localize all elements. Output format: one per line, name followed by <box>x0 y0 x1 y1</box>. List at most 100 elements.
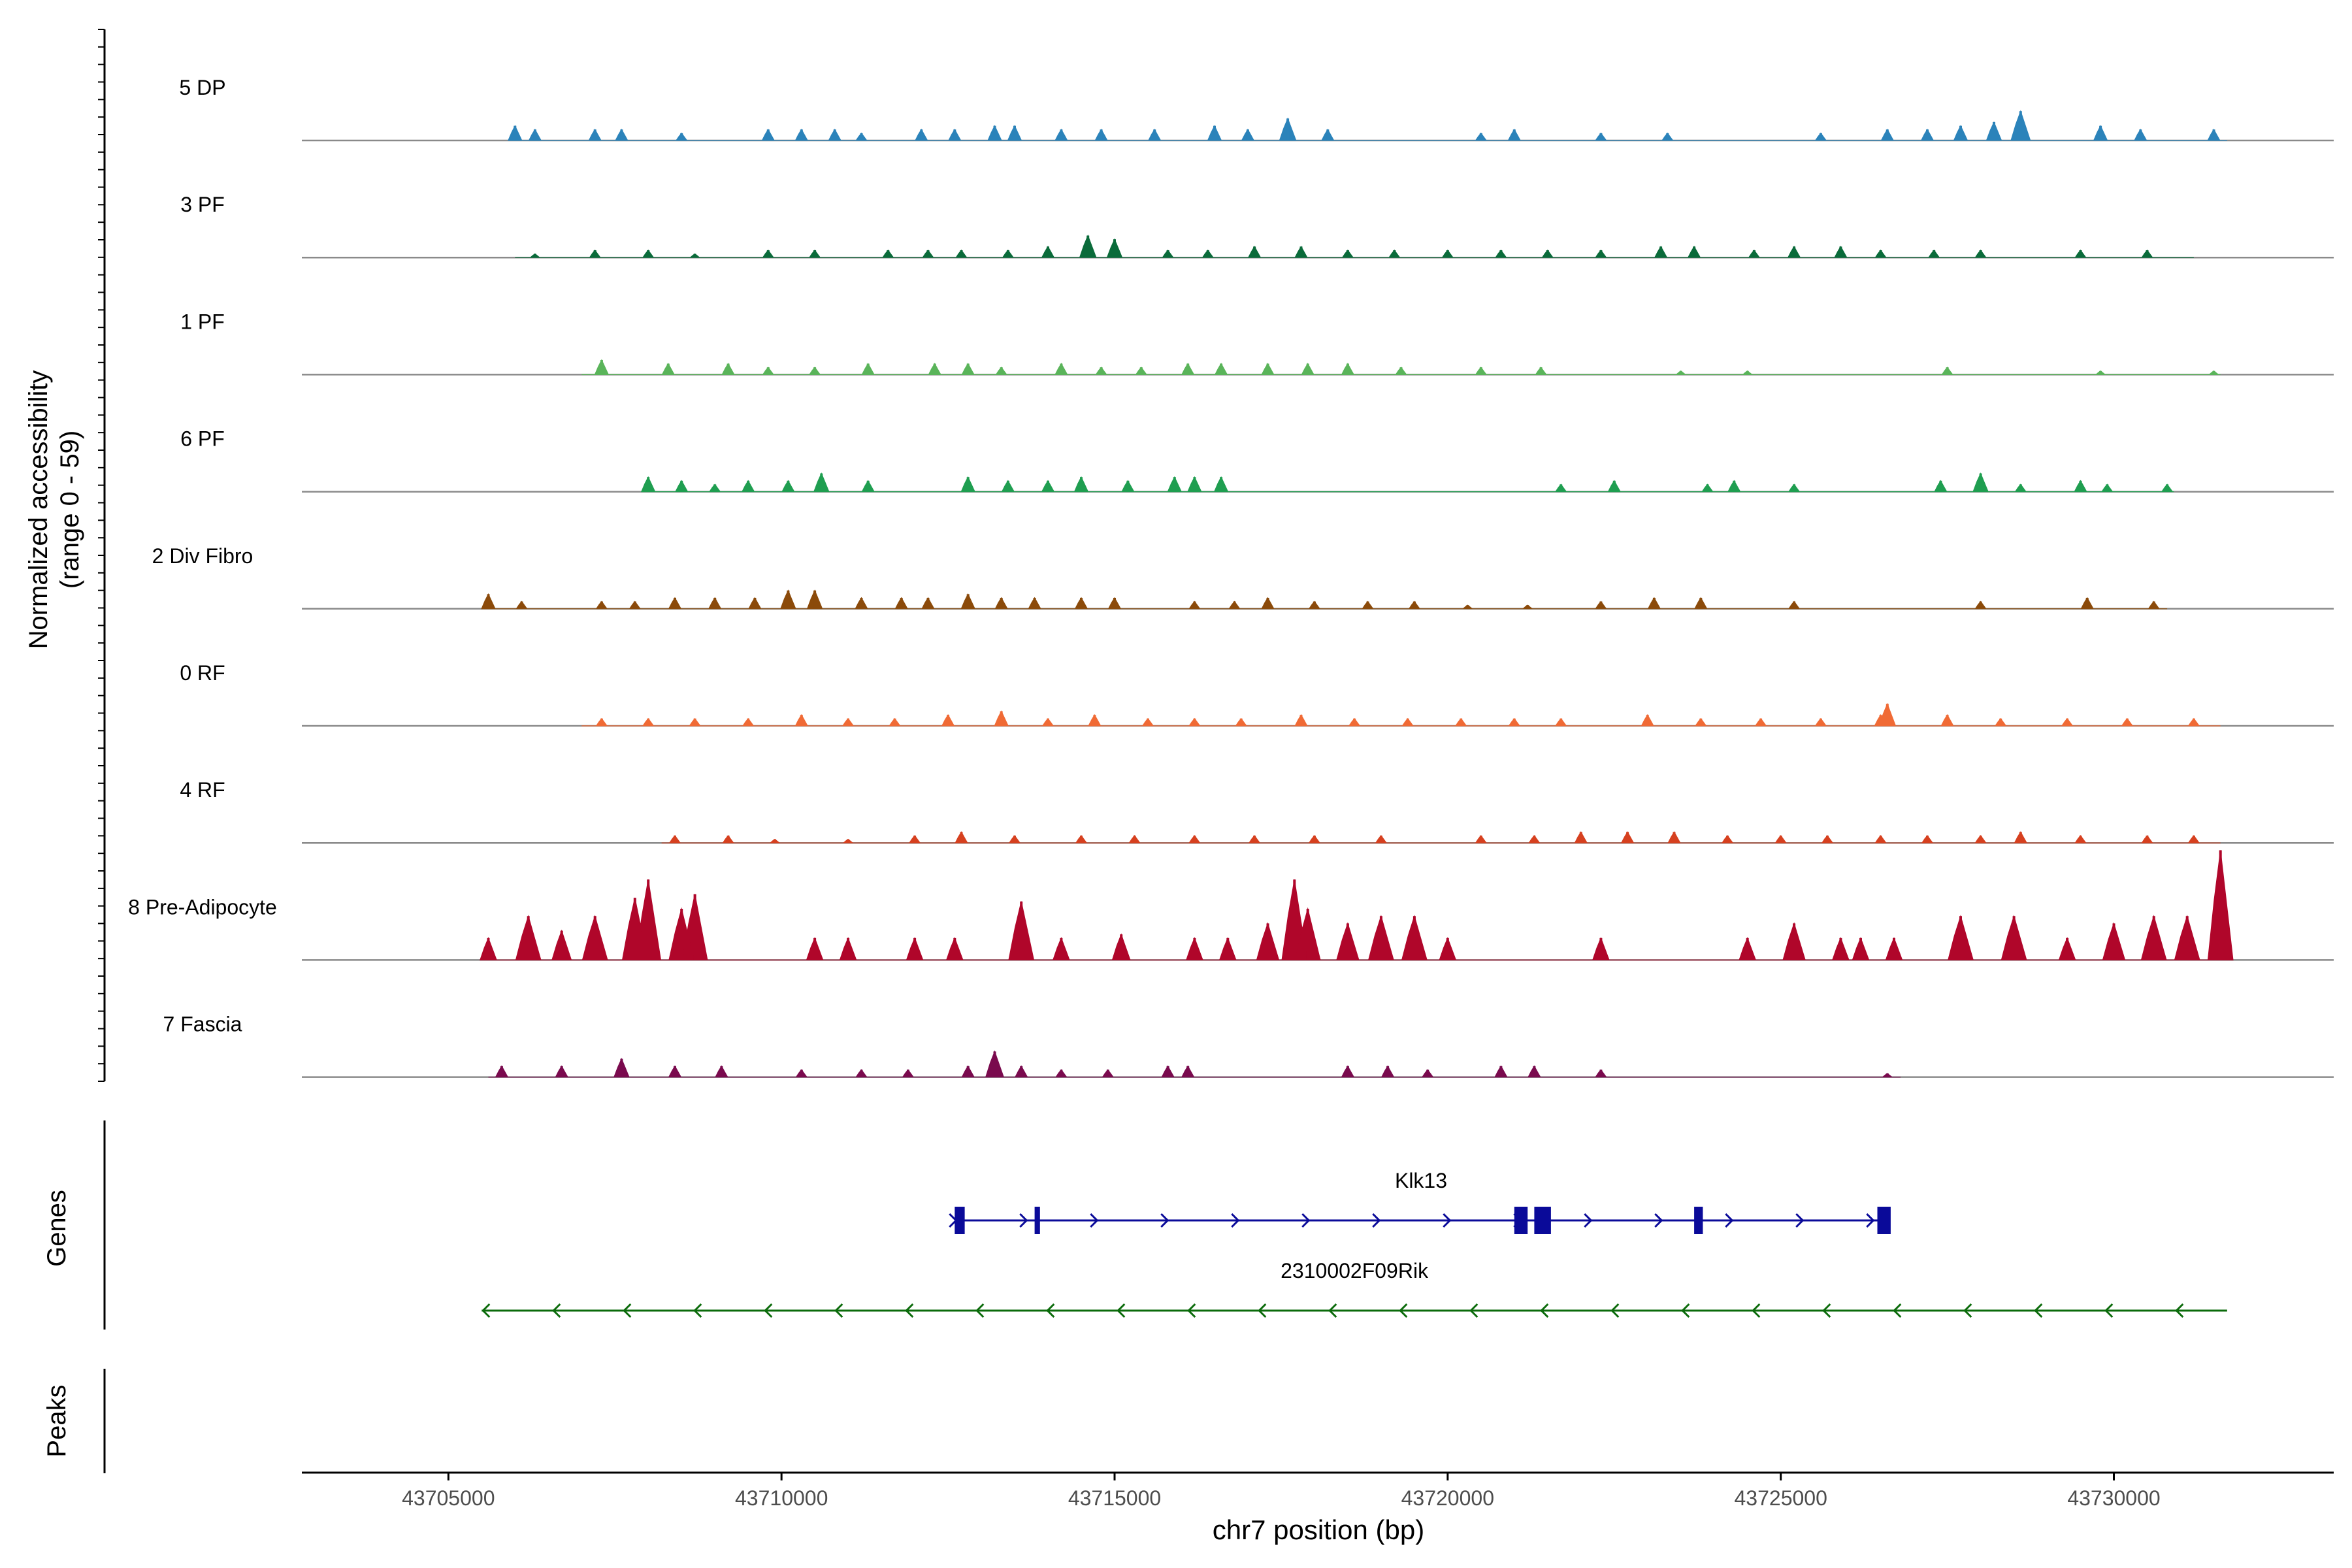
coverage-peak <box>1080 598 1083 609</box>
coverage-peak <box>620 1058 623 1077</box>
coverage-peak <box>520 601 523 609</box>
strand-arrow <box>482 1303 491 1318</box>
coverage-peak <box>2112 923 2115 960</box>
coverage-peak <box>674 836 676 843</box>
coverage-peak <box>1379 916 1382 960</box>
x-axis-tick-label: 43705000 <box>402 1486 495 1510</box>
coverage-peak <box>1147 718 1149 726</box>
strand-arrow <box>2104 1303 2114 1318</box>
coverage-peak <box>693 718 696 726</box>
coverage-peak <box>1779 836 1782 843</box>
coverage-peak <box>1533 836 1536 843</box>
coverage-peak <box>1353 718 1356 726</box>
coverage-peak <box>933 363 936 375</box>
coverage-peak <box>533 253 536 258</box>
x-axis-tick-label: 43710000 <box>735 1486 828 1510</box>
coverage-peak <box>926 250 930 258</box>
coverage-peak <box>1060 938 1063 960</box>
coverage-peak <box>500 1066 503 1077</box>
strand-arrow <box>2034 1303 2043 1318</box>
coverage-peak <box>1886 704 1889 726</box>
coverage-area <box>507 110 2227 141</box>
coverage-peak <box>1266 363 1269 375</box>
coverage-peak <box>1933 250 1936 258</box>
coverage-peak <box>1100 367 1103 375</box>
coverage-peak <box>2106 484 2109 492</box>
coverage-peak <box>2139 129 2142 140</box>
coverage-peak <box>1946 715 1949 726</box>
coverage-peak <box>1993 122 1995 140</box>
coverage-peak <box>2079 250 2082 258</box>
coverage-peak <box>1612 480 1616 492</box>
coverage-peak <box>533 129 536 140</box>
coverage-peak <box>1379 836 1382 843</box>
coverage-peak <box>633 601 636 609</box>
coverage-peak <box>1879 250 1882 258</box>
x-axis-tick-label: 43715000 <box>1068 1486 1161 1510</box>
coverage-peak <box>2125 718 2129 726</box>
coverage-peak <box>913 938 917 960</box>
coverage-peak <box>1346 250 1349 258</box>
track-4-rf: 4 RF <box>180 778 2334 844</box>
coverage-peak <box>1213 125 1216 140</box>
coverage-peak <box>514 125 517 140</box>
coverage-peak <box>2192 718 2195 726</box>
coverage-peak <box>1166 250 1169 258</box>
coverage-peak <box>1599 601 1603 609</box>
coverage-peak <box>487 594 490 609</box>
coverage-peak <box>1979 836 1982 843</box>
coverage-peak <box>1000 711 1003 726</box>
coverage-area <box>661 831 2221 843</box>
coverage-area <box>515 234 2194 258</box>
x-axis-tick-label: 43725000 <box>1735 1486 1827 1510</box>
coverage-peak <box>1299 715 1303 726</box>
strand-arrow <box>1090 1213 1099 1228</box>
track-8-pre-adipocyte: 8 Pre-Adipocyte <box>128 850 2334 961</box>
strand-arrow <box>1231 1213 1240 1228</box>
coverage-peak <box>1959 125 1962 140</box>
track-label: 5 DP <box>179 76 225 99</box>
coverage-peak <box>527 916 530 960</box>
coverage-peak <box>2019 111 2022 140</box>
strand-arrow <box>1328 1303 1337 1318</box>
coverage-peak <box>1886 1073 1889 1077</box>
coverage-peak <box>2192 836 2195 843</box>
coverage-peak <box>1133 836 1136 843</box>
coverage-peak <box>1699 718 1703 726</box>
coverage-peak <box>1346 363 1349 375</box>
exon <box>1694 1207 1703 1234</box>
coverage-peak <box>820 473 823 492</box>
coverage-peak <box>753 598 757 609</box>
gene-annotation-panel: Klk13 2310002F09Rik <box>482 1169 2227 1318</box>
coverage-peak <box>1080 836 1083 843</box>
track-3-pf: 3 PF <box>180 193 2334 259</box>
coverage-peak <box>2219 850 2222 960</box>
coverage-peak <box>1399 367 1403 375</box>
coverage-peak <box>966 594 970 609</box>
coverage-peak <box>920 129 923 140</box>
coverage-peak <box>560 930 563 960</box>
coverage-peak <box>1153 129 1156 140</box>
coverage-peak <box>620 129 623 140</box>
coverage-peak <box>1979 473 1982 492</box>
strand-arrow <box>1301 1213 1311 1228</box>
coverage-peak <box>766 129 770 140</box>
track-1-pf: 1 PF <box>180 310 2334 376</box>
coverage-peak <box>1000 598 1003 609</box>
coverage-peak <box>720 1066 723 1077</box>
coverage-peak <box>487 938 490 960</box>
coverage-peak <box>1306 363 1309 375</box>
coverage-peak <box>1006 480 1009 492</box>
coverage-peak <box>1819 718 1822 726</box>
strand-arrow <box>1258 1303 1267 1318</box>
strand-arrow <box>1893 1303 1902 1318</box>
coverage-peak <box>1113 598 1116 609</box>
coverage-peak <box>1020 901 1023 960</box>
strand-arrow <box>1046 1303 1055 1318</box>
coverage-peak <box>1959 916 1962 960</box>
coverage-peak <box>860 133 863 140</box>
y-axis-label-2: (range 0 - 59) <box>56 431 84 589</box>
coverage-peak <box>1679 370 1682 375</box>
coverage-peak <box>1599 938 1603 960</box>
